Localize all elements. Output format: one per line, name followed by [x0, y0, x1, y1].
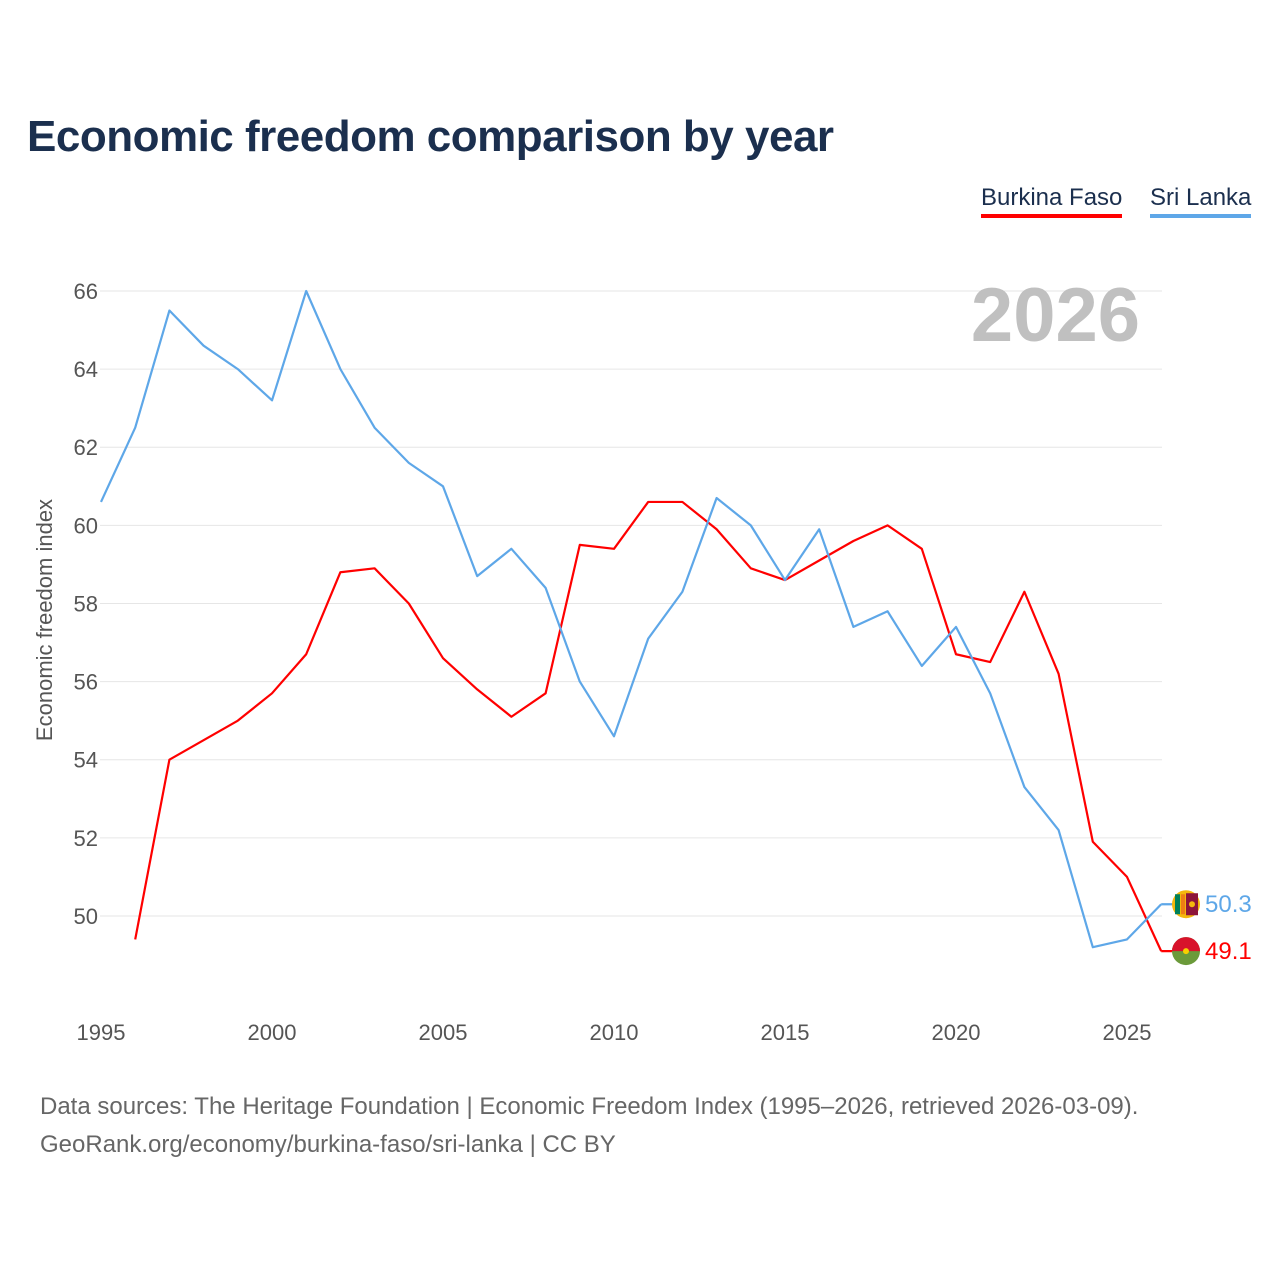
y-tick-label: 64: [74, 357, 98, 382]
y-tick-label: 58: [74, 591, 98, 616]
x-tick-label: 2015: [761, 1020, 810, 1045]
y-tick-label: 56: [74, 670, 98, 695]
source-line-1: Data sources: The Heritage Foundation | …: [40, 1093, 1139, 1120]
x-tick-label: 2005: [419, 1020, 468, 1045]
x-tick-label: 2020: [932, 1020, 981, 1045]
series-line-sri-lanka: [100, 289, 1162, 949]
flag-orange: [1181, 894, 1185, 915]
x-tick-label: 2000: [248, 1020, 297, 1045]
end-value-label: 50.3: [1205, 891, 1252, 918]
flag-top-half: [1172, 937, 1200, 952]
flag-star: [1183, 948, 1189, 955]
source-note: Data sources: The Heritage Foundation | …: [40, 1088, 1138, 1164]
series-line-burkina-faso: [134, 500, 1163, 952]
y-axis-label: Economic freedom index: [32, 499, 57, 741]
y-tick-label: 60: [74, 513, 98, 538]
flag-lion: [1189, 901, 1195, 908]
x-tick-label: 2025: [1103, 1020, 1152, 1045]
y-tick-label: 54: [74, 748, 98, 773]
legend-burkina-faso[interactable]: Burkina Faso: [981, 184, 1123, 218]
flag-green: [1175, 894, 1180, 915]
legend-sri-lanka[interactable]: Sri Lanka: [1150, 184, 1252, 218]
y-tick-label: 66: [74, 279, 98, 304]
source-line-2[interactable]: GeoRank.org/economy/burkina-faso/sri-lan…: [40, 1131, 616, 1158]
chart-title: Economic freedom comparison by year: [27, 112, 834, 161]
end-value-label: 49.1: [1205, 938, 1252, 965]
y-tick-label: 62: [74, 435, 98, 460]
y-tick-label: 52: [74, 826, 98, 851]
y-tick-label: 50: [74, 904, 98, 929]
x-tick-label: 1995: [77, 1020, 126, 1045]
year-watermark: 2026: [971, 273, 1140, 358]
x-tick-label: 2010: [590, 1020, 639, 1045]
